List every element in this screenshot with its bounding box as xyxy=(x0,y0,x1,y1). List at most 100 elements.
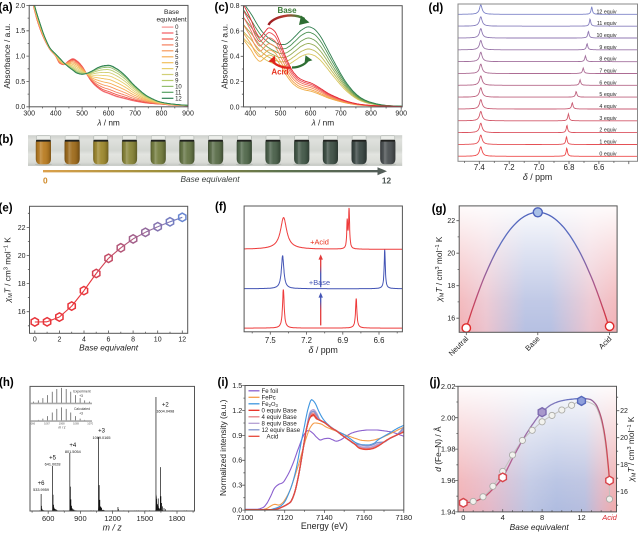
svg-text:1.5: 1.5 xyxy=(232,381,242,390)
svg-text:0: 0 xyxy=(33,337,37,344)
svg-text:7180: 7180 xyxy=(395,513,412,522)
svg-text:0.4: 0.4 xyxy=(230,54,240,61)
svg-text:0.0: 0.0 xyxy=(230,104,240,111)
svg-text:(j): (j) xyxy=(430,377,441,389)
svg-text:1.0: 1.0 xyxy=(15,54,25,61)
svg-text:700: 700 xyxy=(129,111,141,118)
svg-text:7.5: 7.5 xyxy=(265,336,277,345)
svg-text:12: 12 xyxy=(178,337,186,344)
svg-text:6.9: 6.9 xyxy=(337,336,348,345)
svg-text:300: 300 xyxy=(23,111,35,118)
svg-text:9 equiv: 9 equiv xyxy=(599,45,616,51)
svg-text:+3: +3 xyxy=(98,429,106,435)
svg-text:900: 900 xyxy=(74,514,87,523)
svg-text:0.6: 0.6 xyxy=(232,456,242,465)
svg-text:1.2: 1.2 xyxy=(232,406,242,415)
svg-text:+Acid: +Acid xyxy=(310,238,329,247)
svg-text:16: 16 xyxy=(18,309,26,316)
svg-text:+6: +6 xyxy=(38,481,46,487)
svg-text:0.0: 0.0 xyxy=(15,104,25,111)
svg-text:2.02: 2.02 xyxy=(441,382,456,391)
svg-text:22: 22 xyxy=(620,408,628,415)
svg-text:δ / ppm: δ / ppm xyxy=(523,172,552,182)
svg-text:18: 18 xyxy=(447,283,455,290)
svg-text:6.8: 6.8 xyxy=(564,163,575,172)
svg-text:20: 20 xyxy=(18,253,26,260)
svg-text:5 equiv: 5 equiv xyxy=(599,92,616,98)
svg-text:(b): (b) xyxy=(0,134,13,146)
svg-text:801.5054: 801.5054 xyxy=(65,450,81,454)
svg-text:+Base: +Base xyxy=(309,278,330,287)
svg-text:0.8: 0.8 xyxy=(230,3,240,10)
svg-text:1.96: 1.96 xyxy=(441,476,456,485)
svg-text:4 equiv: 4 equiv xyxy=(599,104,616,110)
svg-text:+5: +5 xyxy=(49,456,57,462)
svg-text:7.4: 7.4 xyxy=(474,163,486,172)
svg-text:500: 500 xyxy=(275,111,287,118)
svg-text:533.9959: 533.9959 xyxy=(33,488,49,492)
svg-text:m / z: m / z xyxy=(103,523,123,533)
svg-text:d (Fe–N) / Å: d (Fe–N) / Å xyxy=(433,426,443,472)
svg-text:1604.0498: 1604.0498 xyxy=(156,410,174,414)
svg-text:Base equivalent: Base equivalent xyxy=(510,522,570,532)
svg-text:0.5: 0.5 xyxy=(15,79,25,86)
svg-text:+2: +2 xyxy=(162,403,170,409)
svg-text:1 equiv: 1 equiv xyxy=(599,140,616,146)
svg-text:m / z: m / z xyxy=(59,426,66,430)
svg-text:δ / ppm: δ / ppm xyxy=(309,345,338,355)
svg-text:(d): (d) xyxy=(429,3,444,15)
svg-text:Calculated: Calculated xyxy=(74,407,90,411)
svg-text:0: 0 xyxy=(43,175,48,185)
svg-text:20: 20 xyxy=(447,251,455,258)
svg-text:2: 2 xyxy=(57,337,61,344)
svg-text:6.6: 6.6 xyxy=(374,336,385,345)
svg-text:0.6: 0.6 xyxy=(230,28,240,35)
svg-text:0.0: 0.0 xyxy=(232,506,242,515)
svg-text:(c): (c) xyxy=(215,2,229,14)
svg-text:7.2: 7.2 xyxy=(301,336,312,345)
svg-text:(f): (f) xyxy=(215,201,227,213)
svg-text:equivalent: equivalent xyxy=(156,16,186,23)
svg-text:7.2: 7.2 xyxy=(504,163,515,172)
svg-text:λ / nm: λ / nm xyxy=(96,117,120,127)
svg-text:1067: 1067 xyxy=(44,422,50,426)
svg-text:λ / nm: λ / nm xyxy=(311,118,335,128)
svg-text:900: 900 xyxy=(182,111,194,118)
svg-text:6.6: 6.6 xyxy=(593,163,604,172)
svg-text:Acid: Acid xyxy=(267,433,279,440)
svg-text:22: 22 xyxy=(447,218,455,225)
svg-text:+3: +3 xyxy=(79,412,83,416)
svg-text:Base: Base xyxy=(277,6,297,15)
svg-text:12: 12 xyxy=(175,96,182,102)
svg-text:0.2: 0.2 xyxy=(230,79,240,86)
svg-text:22: 22 xyxy=(18,225,26,232)
svg-text:600: 600 xyxy=(42,514,55,523)
svg-text:Acid: Acid xyxy=(601,513,617,522)
svg-text:700: 700 xyxy=(335,111,347,118)
svg-text:7120: 7120 xyxy=(276,513,293,522)
svg-text:800: 800 xyxy=(365,111,377,118)
svg-text:10: 10 xyxy=(154,337,162,344)
svg-text:1.98: 1.98 xyxy=(441,445,456,454)
svg-text:3 equiv: 3 equiv xyxy=(599,116,616,122)
svg-text:500: 500 xyxy=(76,111,88,118)
svg-text:1069: 1069 xyxy=(73,422,79,426)
svg-text:+4: +4 xyxy=(69,443,77,449)
svg-text:0: 0 xyxy=(461,513,465,522)
svg-text:(h): (h) xyxy=(0,377,14,389)
svg-text:16: 16 xyxy=(620,489,628,496)
svg-text:11 equiv: 11 equiv xyxy=(597,21,617,27)
svg-text:6 equiv: 6 equiv xyxy=(599,80,616,86)
svg-text:1.5: 1.5 xyxy=(15,28,25,35)
svg-text:12: 12 xyxy=(382,175,392,185)
svg-text:Base equivalent: Base equivalent xyxy=(79,343,139,353)
svg-text:400: 400 xyxy=(244,111,256,118)
svg-text:1.94: 1.94 xyxy=(441,508,456,517)
svg-text:1500: 1500 xyxy=(136,514,153,523)
svg-text:Base: Base xyxy=(164,9,179,16)
svg-text:1800: 1800 xyxy=(169,514,186,523)
svg-text:18: 18 xyxy=(18,281,26,288)
svg-text:2.00: 2.00 xyxy=(441,413,456,422)
svg-text:12: 12 xyxy=(577,513,585,522)
svg-text:+3: +3 xyxy=(79,394,83,398)
